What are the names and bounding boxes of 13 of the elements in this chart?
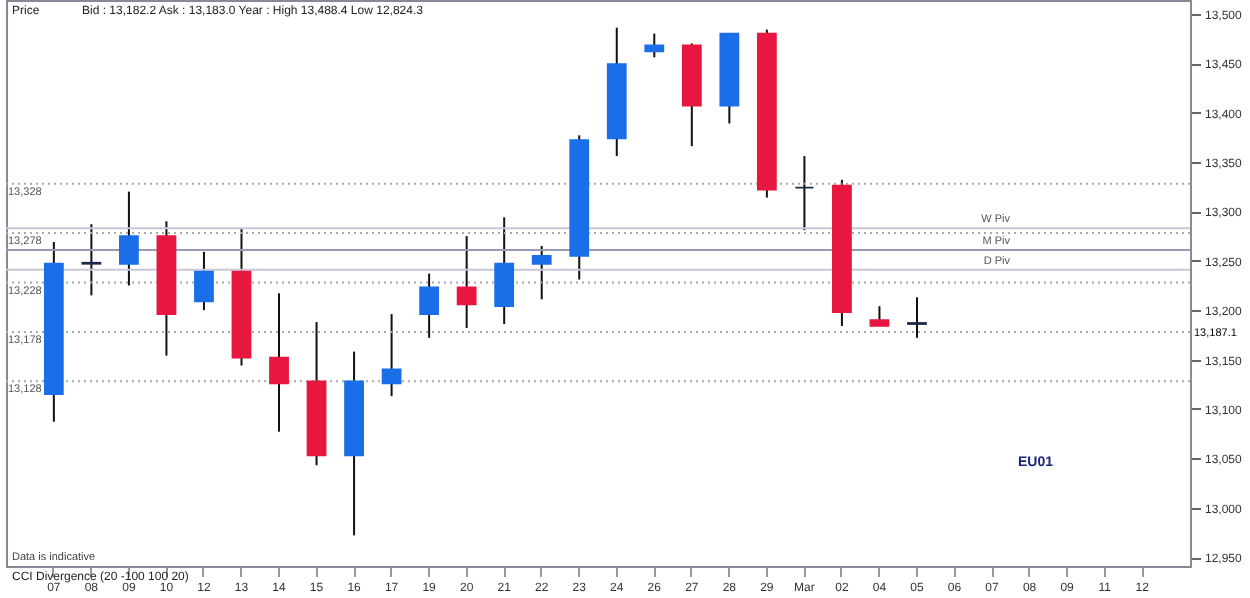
- candlestick: [907, 296, 927, 339]
- candlestick: [269, 292, 289, 433]
- candlestick: [194, 250, 214, 312]
- candlestick: [869, 305, 890, 327]
- candlestick: [419, 272, 440, 339]
- candlestick: [644, 32, 665, 59]
- candlestick: [119, 190, 139, 287]
- candlestick: [494, 216, 515, 325]
- candlestick: [456, 235, 477, 329]
- candlestick: [81, 223, 102, 297]
- candlestick: [531, 244, 552, 301]
- candlestick: [381, 313, 402, 398]
- candlestick: [794, 155, 815, 232]
